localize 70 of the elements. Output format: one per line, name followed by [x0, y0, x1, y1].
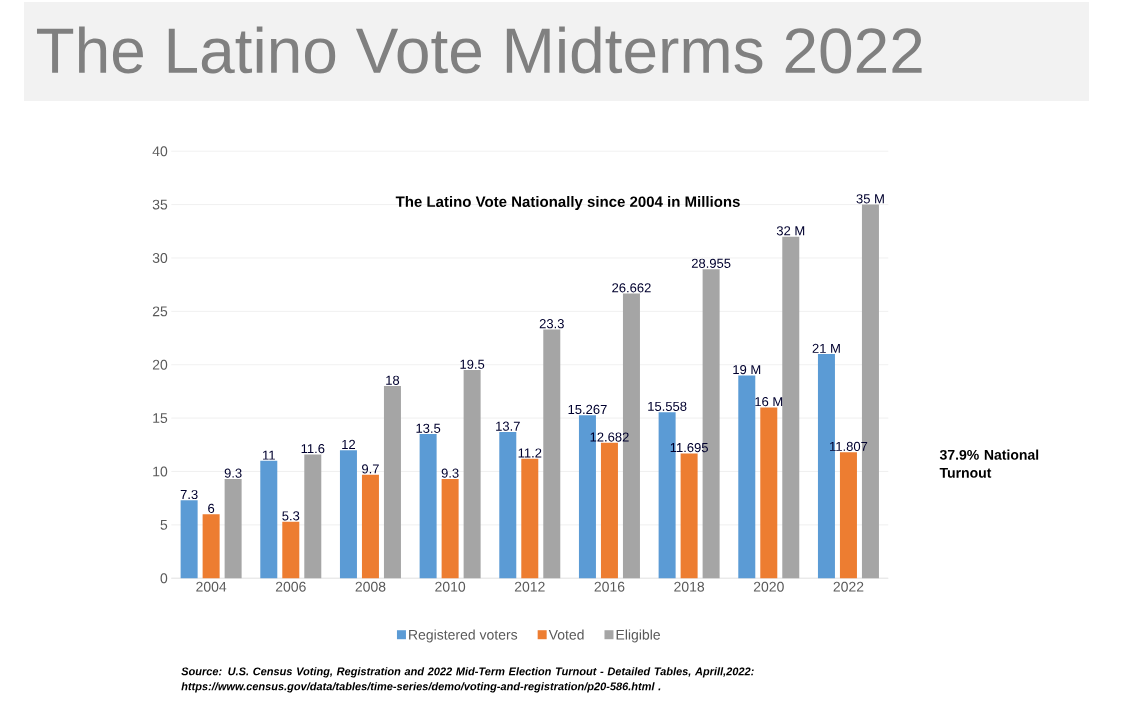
- data-label: 19 M: [733, 365, 761, 375]
- y-tick-label: 10: [153, 466, 168, 477]
- x-tick-label: 2018: [674, 581, 705, 592]
- y-tick-label: 40: [152, 146, 168, 157]
- bar: [839, 452, 857, 579]
- bar: [600, 442, 618, 579]
- bar: [202, 514, 220, 579]
- x-tick-label: 2022: [833, 581, 864, 592]
- bar: [521, 458, 539, 579]
- legend-label: Registered voters: [409, 629, 518, 643]
- data-label: 13.7: [496, 421, 520, 431]
- bar: [339, 450, 357, 579]
- y-tick-label: 25: [152, 306, 168, 317]
- chart-title: The Latino Vote Midterms 2022: [36, 26, 922, 74]
- data-label: 9.7: [362, 464, 379, 474]
- bar: [499, 431, 517, 579]
- data-label: 15.558: [648, 401, 687, 411]
- text: The Latino Vote Nationally since 2004 in Millions: [395, 196, 740, 210]
- bar: [180, 500, 198, 579]
- source-note: Source: U.S. Census Voting, Registration and 2022 Mid-Term Election Turnout - Detailed Tables, Aprill,2022: https://www.census.gov/data/tables/time-series/demo/voting-and-registration/p20-586.html .: [181, 667, 754, 693]
- data-label: 12: [342, 439, 356, 449]
- bar: [441, 478, 459, 579]
- data-label: 16 M: [755, 397, 783, 407]
- data-label: 6: [208, 503, 215, 513]
- y-tick-label: 15: [153, 413, 168, 423]
- y-tick-label: 0: [160, 573, 168, 584]
- data-label: 19.5: [460, 359, 485, 369]
- bar: [463, 370, 481, 579]
- x-tick-label: 2006: [275, 581, 306, 592]
- bar: [383, 386, 401, 579]
- data-label: 26.662: [612, 283, 651, 293]
- bar: [543, 329, 561, 579]
- data-label: 5.3: [282, 511, 300, 521]
- bar: [260, 460, 278, 579]
- x-tick-label: 2010: [435, 581, 466, 592]
- data-label: 18: [386, 375, 400, 385]
- data-label: 9.3: [224, 468, 242, 478]
- x-tick-label: 2020: [753, 581, 784, 592]
- bar: [738, 375, 756, 579]
- x-tick-label: 2016: [594, 581, 625, 592]
- bar: [419, 434, 437, 579]
- y-tick-label: 5: [160, 519, 168, 530]
- data-label: 11.2: [518, 448, 542, 458]
- data-label: 15.267: [568, 404, 607, 415]
- x-tick-label: 2004: [196, 581, 227, 592]
- x-tick-label: 2012: [514, 581, 545, 592]
- data-label: 23.3: [539, 319, 564, 329]
- data-label: 28.955: [691, 258, 731, 268]
- bar: [224, 478, 242, 579]
- x-tick-label: 2008: [355, 581, 386, 592]
- y-tick-label: 20: [152, 359, 168, 370]
- data-label: 11: [263, 450, 275, 460]
- bar: [680, 453, 698, 579]
- bar: [361, 474, 379, 579]
- data-label: 21 M: [812, 343, 840, 353]
- bar: [304, 454, 322, 579]
- text: 37.9% National Turnout: [939, 449, 1039, 478]
- data-label: 7.3: [180, 489, 198, 500]
- data-label: 9.3: [441, 468, 459, 478]
- data-label: 13.5: [416, 423, 441, 433]
- legend-label: Eligible: [616, 629, 660, 643]
- data-label: 35 M: [856, 194, 884, 204]
- data-label: 32 M: [776, 226, 805, 236]
- bar: [760, 407, 778, 579]
- y-tick-label: 30: [152, 253, 168, 263]
- bar: [782, 236, 800, 579]
- bar: [282, 521, 300, 579]
- data-label: 11.6: [301, 443, 325, 454]
- y-tick-label: 35: [152, 199, 168, 210]
- legend-label: Voted: [548, 629, 584, 640]
